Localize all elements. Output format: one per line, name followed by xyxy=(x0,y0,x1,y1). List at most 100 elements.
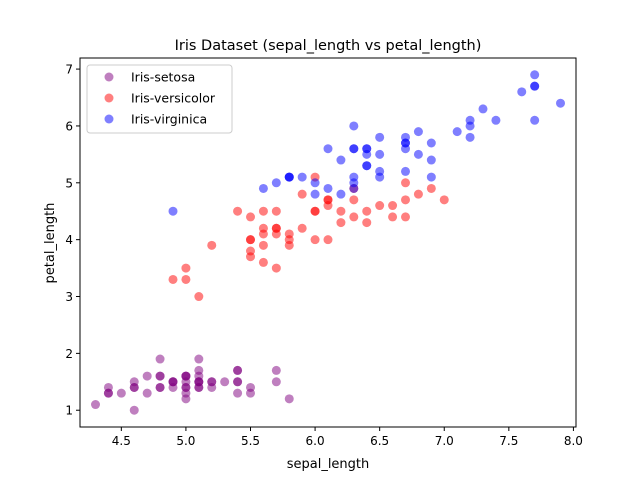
data-point xyxy=(413,149,423,159)
data-point xyxy=(297,189,307,199)
x-tick-label: 5.5 xyxy=(241,434,260,448)
data-point xyxy=(194,292,204,302)
data-point xyxy=(413,189,423,199)
legend: Iris-setosa Iris-versicolor Iris-virginica xyxy=(86,64,233,134)
data-point xyxy=(168,274,178,284)
data-point xyxy=(271,263,281,273)
data-point xyxy=(530,115,540,125)
data-point xyxy=(258,257,268,267)
data-point xyxy=(336,218,346,228)
data-point xyxy=(388,201,398,211)
y-tick-label: 4 xyxy=(65,233,73,247)
data-point xyxy=(375,166,385,176)
data-point xyxy=(284,172,294,182)
data-point xyxy=(181,382,191,392)
data-point xyxy=(220,377,230,387)
data-point xyxy=(413,127,423,137)
data-point xyxy=(258,183,268,193)
data-point xyxy=(168,377,178,387)
y-axis: 1 2 3 4 5 6 7 xyxy=(65,63,80,418)
y-tick-label: 1 xyxy=(65,404,73,418)
data-point xyxy=(181,274,191,284)
data-point xyxy=(297,223,307,233)
data-point xyxy=(310,189,320,199)
x-axis-label: sepal_length xyxy=(287,457,370,472)
data-point xyxy=(129,382,139,392)
data-point xyxy=(362,161,372,171)
y-axis-label: petal_length xyxy=(43,203,58,284)
data-point xyxy=(258,223,268,233)
data-point xyxy=(129,405,139,415)
legend-label: Iris-virginica xyxy=(131,112,207,127)
x-tick-label: 6.0 xyxy=(306,434,325,448)
data-point xyxy=(271,229,281,239)
data-point xyxy=(375,149,385,159)
data-point xyxy=(556,98,565,108)
data-point xyxy=(349,144,359,154)
points-layer xyxy=(91,70,565,415)
x-tick-label: 7.0 xyxy=(435,434,454,448)
x-tick-label: 4.5 xyxy=(112,434,131,448)
x-tick-label: 8.0 xyxy=(564,434,583,448)
data-point xyxy=(323,201,333,211)
data-point xyxy=(233,365,243,375)
y-tick-label: 7 xyxy=(65,63,73,77)
x-axis: 4.5 5.0 5.5 6.0 6.5 7.0 7.5 8.0 xyxy=(112,427,583,448)
data-point xyxy=(362,218,372,228)
data-point xyxy=(426,155,436,165)
data-point xyxy=(258,206,268,216)
data-point xyxy=(246,212,255,222)
data-point xyxy=(155,371,165,381)
data-point xyxy=(323,183,333,193)
data-point xyxy=(271,206,281,216)
data-point xyxy=(336,155,346,165)
data-point xyxy=(271,377,281,387)
y-tick-label: 6 xyxy=(65,119,73,133)
data-point xyxy=(336,189,346,199)
data-point xyxy=(246,252,255,262)
data-point xyxy=(233,377,243,387)
data-point xyxy=(530,70,540,80)
data-point xyxy=(258,240,268,250)
data-point xyxy=(349,121,359,131)
data-point xyxy=(375,132,385,142)
data-point xyxy=(142,388,152,398)
x-tick-label: 6.5 xyxy=(370,434,389,448)
data-point xyxy=(401,138,410,148)
data-point xyxy=(181,263,191,273)
chart-title: Iris Dataset (sepal_length vs petal_leng… xyxy=(175,38,482,54)
data-point xyxy=(207,240,217,250)
legend-label: Iris-versicolor xyxy=(131,91,216,106)
data-point xyxy=(323,144,333,154)
data-point xyxy=(233,388,243,398)
data-point xyxy=(194,354,204,364)
data-point xyxy=(207,377,217,387)
data-point xyxy=(323,235,333,245)
data-point xyxy=(530,81,540,91)
data-point xyxy=(401,166,410,176)
data-point xyxy=(388,212,398,222)
legend-label: Iris-setosa xyxy=(131,70,195,85)
data-point xyxy=(375,201,385,211)
data-point xyxy=(426,172,436,182)
data-point xyxy=(452,127,462,137)
data-point xyxy=(155,354,165,364)
data-point xyxy=(349,212,359,222)
y-tick-label: 5 xyxy=(65,176,73,190)
data-point xyxy=(181,371,191,381)
data-point xyxy=(271,365,281,375)
data-point xyxy=(362,206,372,216)
data-point xyxy=(142,371,152,381)
data-point xyxy=(465,121,475,131)
data-point xyxy=(155,382,165,392)
data-point xyxy=(271,178,281,188)
legend-marker xyxy=(104,114,114,124)
data-point xyxy=(194,371,204,381)
data-point xyxy=(310,235,320,245)
data-point xyxy=(401,178,410,188)
data-point xyxy=(465,132,475,142)
data-point xyxy=(297,172,307,182)
data-point xyxy=(401,195,410,205)
